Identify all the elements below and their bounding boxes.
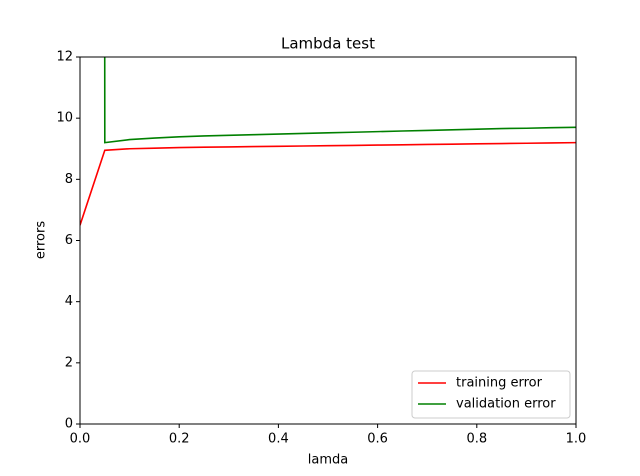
- y-tick-label: 10: [56, 111, 73, 126]
- y-axis-label: errors: [34, 221, 49, 259]
- x-tick-label: 0.2: [169, 432, 190, 447]
- y-tick-label: 2: [65, 355, 73, 370]
- legend-label: validation error: [456, 397, 556, 412]
- y-tick-label: 8: [65, 172, 73, 187]
- x-tick-label: 0.0: [70, 432, 91, 447]
- plot-area: [80, 57, 576, 226]
- data-line: [80, 141, 576, 226]
- data-line: [103, 57, 576, 144]
- x-tick-label: 0.8: [466, 432, 487, 447]
- x-tick-label: 0.4: [268, 432, 289, 447]
- x-tick-label: 0.6: [367, 432, 388, 447]
- chart-title: Lambda test: [281, 35, 375, 53]
- y-tick-label: 12: [56, 50, 73, 65]
- y-tick-label: 4: [65, 294, 73, 309]
- y-tick-label: 6: [65, 233, 73, 248]
- x-tick-label: 1.0: [566, 432, 587, 447]
- y-tick-label: 0: [65, 417, 73, 432]
- legend-label: training error: [456, 376, 543, 391]
- legend-box: [411, 370, 571, 419]
- x-axis-label: lamda: [308, 453, 348, 468]
